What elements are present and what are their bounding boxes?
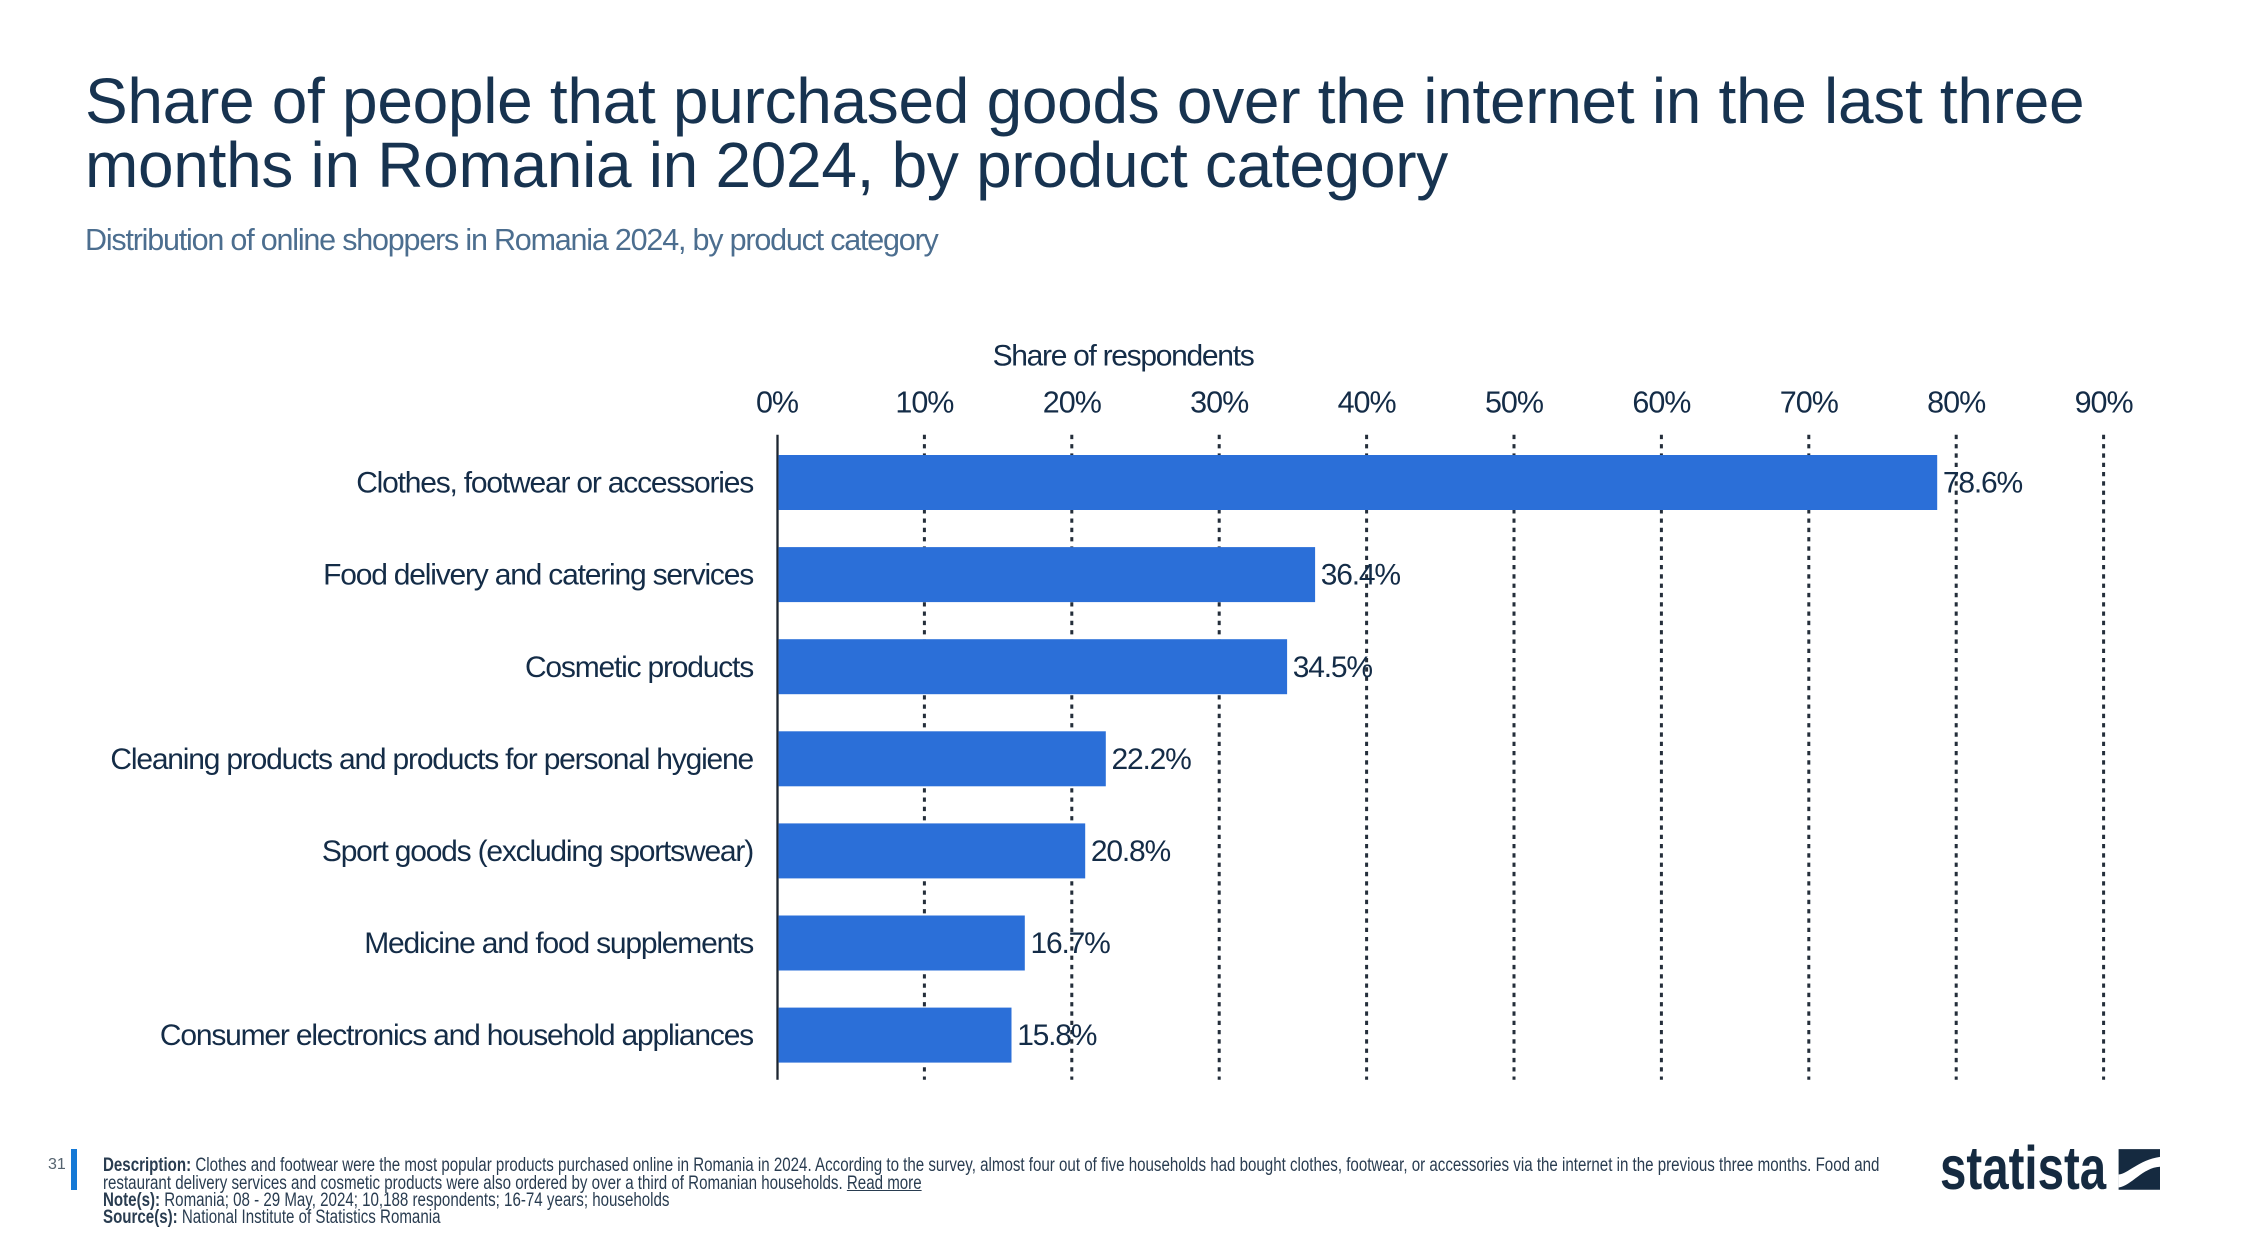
svg-text:34.5%: 34.5% xyxy=(1293,651,1373,684)
svg-text:0%: 0% xyxy=(756,386,799,420)
svg-text:10%: 10% xyxy=(895,386,954,420)
svg-text:90%: 90% xyxy=(2075,386,2134,420)
svg-text:22.2%: 22.2% xyxy=(1112,743,1192,776)
svg-text:Medicine and food supplements: Medicine and food supplements xyxy=(364,927,753,960)
svg-text:Consumer electronics and house: Consumer electronics and household appli… xyxy=(160,1019,753,1052)
svg-text:Share of respondents: Share of respondents xyxy=(993,339,1254,372)
svg-text:Cosmetic products: Cosmetic products xyxy=(525,651,753,684)
svg-text:statista: statista xyxy=(1940,1135,2107,1202)
svg-text:60%: 60% xyxy=(1632,386,1691,420)
svg-text:50%: 50% xyxy=(1485,386,1544,420)
svg-text:15.8%: 15.8% xyxy=(1017,1019,1097,1052)
svg-text:Food delivery and catering ser: Food delivery and catering services xyxy=(323,559,753,592)
svg-text:20.8%: 20.8% xyxy=(1091,835,1171,868)
svg-text:Sport goods (excluding sportsw: Sport goods (excluding sportswear) xyxy=(322,835,753,868)
svg-text:20%: 20% xyxy=(1043,386,1102,420)
svg-text:30%: 30% xyxy=(1190,386,1249,420)
svg-text:80%: 80% xyxy=(1927,386,1986,420)
svg-text:16.7%: 16.7% xyxy=(1031,927,1111,960)
svg-text:Clothes, footwear or accessori: Clothes, footwear or accessories xyxy=(356,467,753,500)
svg-text:40%: 40% xyxy=(1338,386,1397,420)
svg-text:70%: 70% xyxy=(1780,386,1839,420)
svg-text:36.4%: 36.4% xyxy=(1321,559,1401,592)
svg-text:Cleaning products and products: Cleaning products and products for perso… xyxy=(110,743,753,776)
svg-text:78.6%: 78.6% xyxy=(1943,467,2023,500)
